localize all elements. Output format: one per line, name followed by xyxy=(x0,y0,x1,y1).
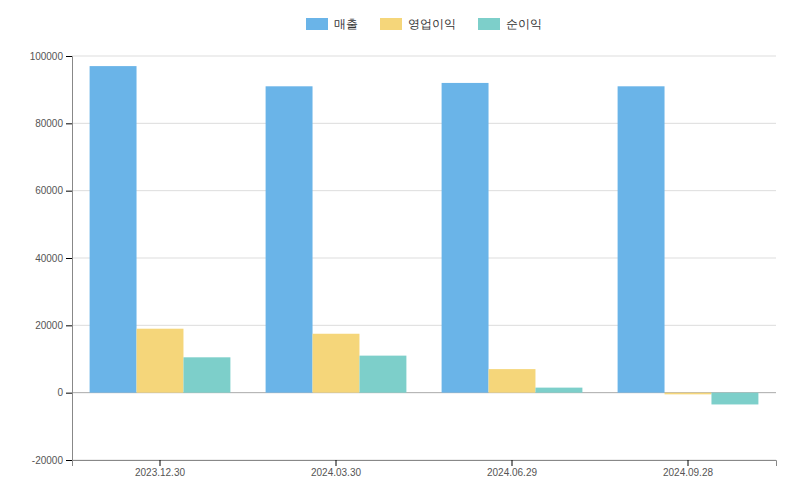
x-tick: 2023.12.30 xyxy=(135,460,185,478)
y-tick-mark xyxy=(66,258,72,259)
bar xyxy=(313,334,360,393)
y-tick-mark xyxy=(66,460,72,461)
y-tick: 40000 xyxy=(35,253,72,264)
x-tick: 2024.09.28 xyxy=(663,460,713,478)
bar-series xyxy=(137,329,712,395)
x-tick: 2024.06.29 xyxy=(487,460,537,478)
y-tick-label: 80000 xyxy=(35,118,63,129)
legend: 매출 영업이익 순이익 xyxy=(306,17,542,31)
legend-swatch xyxy=(380,18,402,30)
bar xyxy=(442,83,489,393)
y-tick-label: 40000 xyxy=(35,253,63,264)
y-tick: 0 xyxy=(57,387,72,398)
y-tick: 20000 xyxy=(35,320,72,331)
bar xyxy=(535,388,582,393)
grid-line xyxy=(72,190,776,191)
x-tick-mark xyxy=(160,460,161,466)
legend-swatch xyxy=(478,18,500,30)
y-tick-mark xyxy=(66,123,72,124)
y-tick-label: -20000 xyxy=(32,455,64,466)
y-tick-label: 0 xyxy=(57,387,63,398)
legend-item: 매출 xyxy=(306,17,358,31)
bar xyxy=(359,356,406,393)
bar xyxy=(489,369,536,393)
y-tick-mark xyxy=(66,56,72,57)
legend-item: 순이익 xyxy=(478,17,542,31)
grid xyxy=(72,56,776,460)
bar xyxy=(137,329,184,393)
grid-line xyxy=(72,325,776,326)
bars xyxy=(90,66,759,404)
bar xyxy=(266,86,313,392)
x-tick-label: 2024.03.30 xyxy=(311,467,361,478)
y-tick-label: 60000 xyxy=(35,185,63,196)
bar-series xyxy=(90,66,665,393)
bar xyxy=(183,357,230,392)
x-axis: 2023.12.30 2024.03.30 2024.06.29 2024.09.28 xyxy=(73,460,777,478)
x-tick: 2024.03.30 xyxy=(311,460,361,478)
grid-line xyxy=(72,56,776,57)
y-axis-line xyxy=(66,57,73,461)
legend-item: 영업이익 xyxy=(380,17,456,31)
bar xyxy=(711,393,758,405)
y-tick-mark xyxy=(66,325,72,326)
y-tick: 80000 xyxy=(35,118,72,129)
bar-series xyxy=(183,356,758,405)
legend-label: 영업이익 xyxy=(408,17,456,31)
bar xyxy=(618,86,665,392)
y-tick-label: 20000 xyxy=(35,320,63,331)
legend-swatch xyxy=(306,18,328,30)
legend-label: 매출 xyxy=(334,17,358,31)
x-tick-label: 2024.09.28 xyxy=(663,467,713,478)
x-tick-label: 2023.12.30 xyxy=(135,467,185,478)
y-tick: 60000 xyxy=(35,185,72,196)
y-axis: -20000 0 20000 40000 60000 80000 100000 xyxy=(30,51,73,466)
bar xyxy=(90,66,137,393)
legend-label: 순이익 xyxy=(506,17,542,31)
y-tick-label: 100000 xyxy=(30,51,64,62)
bar xyxy=(665,393,712,395)
y-tick: -20000 xyxy=(32,455,72,466)
x-tick-mark xyxy=(688,460,689,466)
x-tick-mark xyxy=(336,460,337,466)
y-tick-mark xyxy=(66,393,72,394)
grid-line xyxy=(72,258,776,259)
x-axis-line xyxy=(73,461,777,467)
plot: -20000 0 20000 40000 60000 80000 100000 2023.12… xyxy=(30,51,777,478)
y-tick-mark xyxy=(66,191,72,192)
chart: -20000 0 20000 40000 60000 80000 100000 2023.12… xyxy=(0,0,800,500)
x-tick-label: 2024.06.29 xyxy=(487,467,537,478)
x-tick-mark xyxy=(512,460,513,466)
y-tick: 100000 xyxy=(30,51,72,62)
grid-line xyxy=(72,123,776,124)
